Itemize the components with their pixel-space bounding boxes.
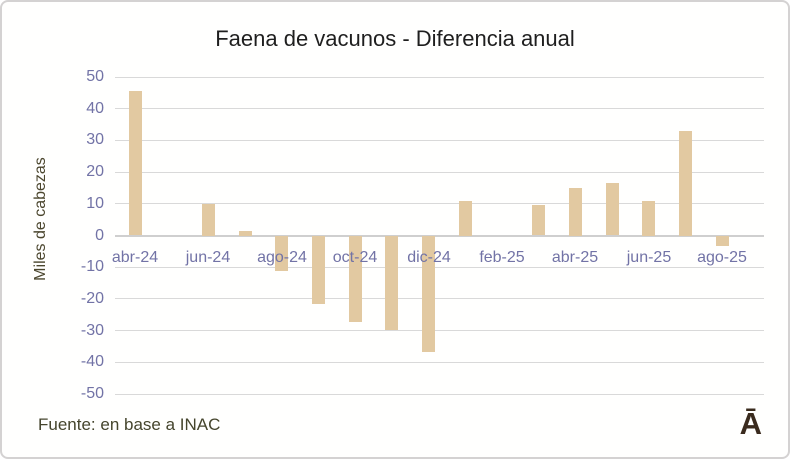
x-tick-label: ago-25	[697, 249, 747, 266]
bar-mar-25	[532, 205, 545, 235]
gridline	[115, 298, 764, 299]
bar-jul-25	[679, 131, 692, 236]
y-tick-label: -20	[80, 290, 104, 307]
x-tick-label: jun-24	[185, 249, 231, 266]
y-tick-label: 20	[86, 163, 104, 180]
y-tick-label: -50	[80, 385, 104, 402]
y-tick-label: 40	[86, 100, 104, 117]
gridline	[115, 330, 764, 331]
gridline	[115, 172, 764, 173]
x-axis-line	[115, 235, 764, 237]
y-tick-label: 0	[95, 227, 104, 244]
gridline	[115, 108, 764, 109]
bar-nov-24	[385, 236, 398, 330]
x-tick-label: jun-25	[626, 249, 672, 266]
gridline	[115, 362, 764, 363]
y-tick-label: 10	[86, 195, 104, 212]
source-note: Fuente: en base a INAC	[38, 415, 221, 434]
bar-ago-24	[275, 236, 288, 271]
gridline	[115, 140, 764, 141]
brand-logo: Ā	[739, 406, 762, 441]
bar-abr-25	[569, 188, 582, 236]
bar-may-25	[606, 183, 619, 235]
bar-ene-25	[459, 201, 472, 236]
bar-sep-24	[312, 236, 325, 304]
x-tick-label: ago-24	[257, 249, 307, 266]
bar-abr-24	[129, 91, 142, 235]
bar-ago-25	[716, 236, 729, 246]
y-tick-label: 30	[86, 131, 104, 148]
gridline	[115, 394, 764, 395]
x-tick-label: feb-25	[479, 249, 525, 266]
y-tick-label: -40	[80, 353, 104, 370]
bar-dic-24	[422, 236, 435, 352]
y-tick-label: 50	[86, 68, 104, 85]
bar-jun-24	[202, 204, 215, 236]
bar-jul-24	[239, 231, 252, 236]
chart-title: Faena de vacunos - Diferencia anual	[215, 26, 575, 51]
y-tick-label: -10	[80, 258, 104, 275]
x-tick-label: abr-25	[551, 249, 599, 266]
gridline	[115, 267, 764, 268]
bar-jun-25	[642, 201, 655, 236]
gridline	[115, 203, 764, 204]
x-tick-label: dic-24	[407, 249, 451, 266]
x-tick-label: oct-24	[332, 249, 378, 266]
gridline	[115, 77, 764, 78]
y-tick-label: -30	[80, 322, 104, 339]
x-tick-label: abr-24	[111, 249, 159, 266]
bar-oct-24	[349, 236, 362, 322]
